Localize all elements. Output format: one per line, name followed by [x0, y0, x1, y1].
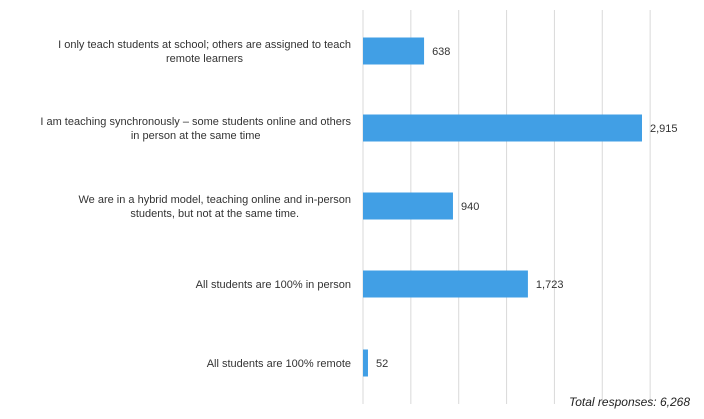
bar [363, 37, 425, 65]
bar-value-label: 52 [376, 358, 388, 370]
total-responses-note: Total responses: 6,268 [569, 395, 690, 409]
bars [363, 37, 642, 377]
bar-value-label: 638 [432, 46, 450, 58]
bar [363, 114, 642, 142]
category-label: in person at the same time [131, 130, 261, 142]
category-label: We are in a hybrid model, teaching onlin… [78, 194, 351, 206]
bar-value-label: 1,723 [536, 279, 564, 291]
category-label: All students are 100% in person [196, 279, 351, 291]
bar [363, 192, 453, 220]
category-label: All students are 100% remote [207, 358, 351, 370]
bar-value-label: 940 [461, 201, 479, 213]
bar [363, 349, 368, 377]
category-label: remote learners [166, 53, 244, 65]
category-label: I only teach students at school; others … [58, 39, 351, 51]
category-labels: I only teach students at school; others … [40, 39, 351, 370]
data-labels: 638 2,915 940 1,723 52 [376, 46, 678, 370]
bar [363, 270, 528, 298]
category-label: students, but not at the same time. [130, 208, 299, 220]
gridlines [362, 10, 651, 404]
category-label: I am teaching synchronously – some stude… [40, 116, 351, 128]
bar-value-label: 2,915 [650, 123, 678, 135]
